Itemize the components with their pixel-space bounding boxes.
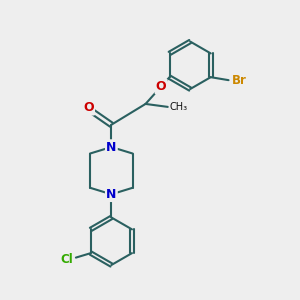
- Text: N: N: [106, 188, 116, 201]
- Text: Cl: Cl: [60, 253, 73, 266]
- Text: Br: Br: [232, 74, 246, 87]
- Text: CH₃: CH₃: [169, 102, 188, 112]
- Text: O: O: [156, 80, 167, 93]
- Text: N: N: [106, 140, 116, 154]
- Text: O: O: [83, 101, 94, 114]
